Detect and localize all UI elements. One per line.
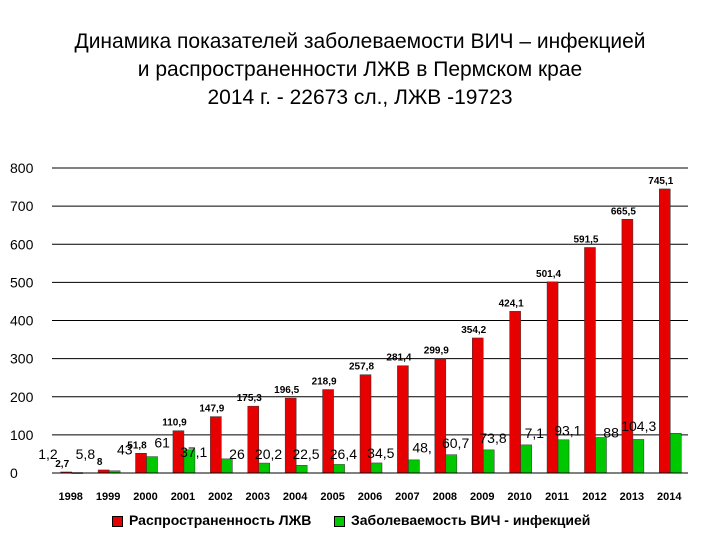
x-tick-label: 2002	[208, 491, 232, 503]
data-label-incidence: 104,3	[621, 418, 656, 434]
x-tick-label: 2011	[545, 491, 569, 503]
y-tick-label: 100	[10, 427, 34, 443]
bar-incidence	[146, 456, 158, 474]
chart-title-line-3: 2014 г. - 22673 сл., ЛЖВ -19723	[207, 86, 513, 109]
data-label-prevalence: 354,2	[461, 325, 486, 336]
data-label-incidence: 37,1	[180, 444, 207, 460]
data-label-prevalence: 8	[97, 457, 103, 468]
x-tick-label: 2012	[582, 491, 606, 503]
x-tick-label: 2005	[320, 491, 344, 503]
bar-prevalence	[509, 311, 521, 474]
bar-prevalence	[397, 365, 409, 474]
bar-incidence	[370, 462, 383, 474]
legend-item-incidence: Заболеваемость ВИЧ - инфекцией	[334, 512, 590, 528]
bar-incidence	[595, 437, 607, 474]
y-tick-label: 600	[10, 236, 34, 252]
bar-prevalence	[434, 358, 447, 474]
legend-swatch-incidence	[334, 515, 345, 527]
x-tick-label: 2004	[283, 491, 308, 503]
data-label-prevalence: 501,4	[536, 269, 561, 280]
data-label-incidence: 7,1	[525, 425, 545, 441]
data-label-incidence: 22,5	[292, 446, 319, 462]
data-label-prevalence: 147,9	[199, 404, 224, 415]
bar-prevalence	[247, 405, 260, 474]
bar-incidence	[295, 465, 308, 474]
data-label-prevalence: 257,8	[349, 362, 374, 373]
x-tick-label: 2000	[133, 491, 157, 503]
data-label-prevalence: 281,4	[386, 353, 411, 364]
data-label-prevalence: 51,8	[127, 440, 147, 451]
bar-incidence	[408, 459, 420, 474]
x-tick-label: 2010	[507, 491, 531, 503]
data-label-incidence: 26	[229, 446, 245, 462]
data-label-incidence: 93,1	[554, 423, 581, 439]
bar-chart: 0 100 200 300 400 500 600 700 800 1998 2,71,2 1999 8…	[10, 160, 688, 503]
data-label-prevalence: 110,9	[162, 418, 187, 429]
y-tick-label: 700	[10, 198, 34, 214]
bar-incidence	[632, 439, 645, 474]
y-tick-label: 500	[10, 274, 34, 290]
bar-prevalence	[135, 453, 147, 474]
bar-incidence	[520, 444, 532, 474]
data-label-prevalence: 424,1	[499, 298, 524, 309]
y-tick-label: 400	[10, 313, 34, 329]
data-label-prevalence: 218,9	[312, 377, 337, 388]
data-label-incidence: 20,2	[255, 446, 282, 462]
x-tick-label: 2003	[246, 491, 270, 503]
legend-item-prevalence: Распространенность ЛЖВ	[112, 512, 311, 528]
data-label-prevalence: 299,9	[424, 346, 449, 357]
chart-title-line-2: и распространенности ЛЖВ в Пермском крае	[137, 58, 583, 81]
x-tick-label: 2007	[395, 491, 419, 503]
x-tick-label: 1998	[58, 491, 82, 503]
x-tick-label: 2006	[358, 491, 382, 503]
x-tick-label: 2001	[171, 491, 195, 503]
bar-prevalence	[621, 219, 634, 474]
chart-title-line-1: Динамика показателей заболеваемости ВИЧ …	[74, 30, 646, 53]
y-tick-label: 300	[10, 351, 34, 367]
data-label-prevalence: 745,1	[648, 176, 673, 187]
x-tick-label: 2009	[470, 491, 494, 503]
data-label-prevalence: 175,3	[237, 393, 262, 404]
data-label-incidence: 26,4	[330, 446, 357, 462]
data-label-incidence: 61	[154, 435, 170, 451]
bar-incidence	[670, 432, 682, 474]
x-tick-label: 1999	[96, 491, 120, 503]
x-tick-label: 2013	[620, 491, 644, 503]
legend-label-incidence: Заболеваемость ВИЧ - инфекцией	[351, 512, 591, 528]
chart-legend: Распространенность ЛЖВ Заболеваемость ВИ…	[112, 512, 632, 534]
data-label-incidence: 5,8	[76, 446, 96, 462]
bar-incidence	[333, 464, 345, 474]
data-label-prevalence: 196,5	[274, 385, 299, 396]
data-label-prevalence: 665,5	[611, 206, 636, 217]
bar-prevalence	[471, 337, 484, 474]
x-tick-label: 2008	[433, 491, 457, 503]
data-label-prevalence: 2,7	[55, 459, 69, 470]
bar-incidence	[258, 462, 271, 474]
y-tick-label: 800	[10, 160, 34, 176]
data-label-incidence: 88	[603, 424, 619, 440]
data-label-incidence: 48,	[412, 440, 431, 456]
data-label-incidence: 34,5	[367, 445, 394, 461]
data-label-incidence: 60,7	[442, 435, 469, 451]
bar-incidence	[445, 454, 458, 474]
legend-swatch-prevalence	[112, 515, 123, 527]
bar-incidence	[557, 439, 570, 474]
bar-prevalence	[210, 416, 222, 474]
data-label-incidence: 43	[117, 442, 133, 458]
bar-prevalence	[584, 247, 596, 474]
y-tick-label: 0	[10, 465, 18, 481]
y-tick-label: 200	[10, 389, 34, 405]
bar-incidence	[482, 449, 495, 474]
bar-prevalence	[546, 281, 559, 474]
data-label-incidence: 73,8	[479, 430, 506, 446]
data-label-incidence: 1,2	[38, 446, 58, 462]
x-tick-label: 2014	[657, 491, 682, 503]
chart-title: Динамика показателей заболеваемости ВИЧ …	[0, 28, 720, 112]
legend-label-prevalence: Распространенность ЛЖВ	[129, 512, 312, 528]
bar-prevalence	[659, 188, 671, 474]
data-label-prevalence: 591,5	[573, 234, 598, 245]
